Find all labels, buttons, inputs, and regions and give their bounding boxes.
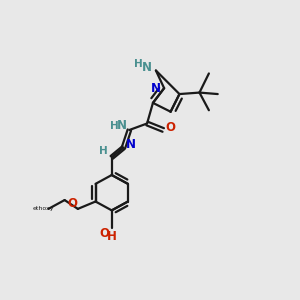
Text: ethoxy: ethoxy (32, 206, 54, 211)
Text: O: O (166, 121, 176, 134)
Text: H: H (107, 230, 117, 243)
Text: N: N (151, 82, 161, 95)
Text: N: N (126, 138, 136, 151)
Text: O: O (99, 227, 110, 240)
Text: H: H (110, 121, 119, 131)
Text: O: O (68, 197, 78, 210)
Text: N: N (142, 61, 152, 74)
Text: N: N (117, 119, 127, 132)
Text: H: H (134, 59, 143, 69)
Text: H: H (98, 146, 107, 156)
